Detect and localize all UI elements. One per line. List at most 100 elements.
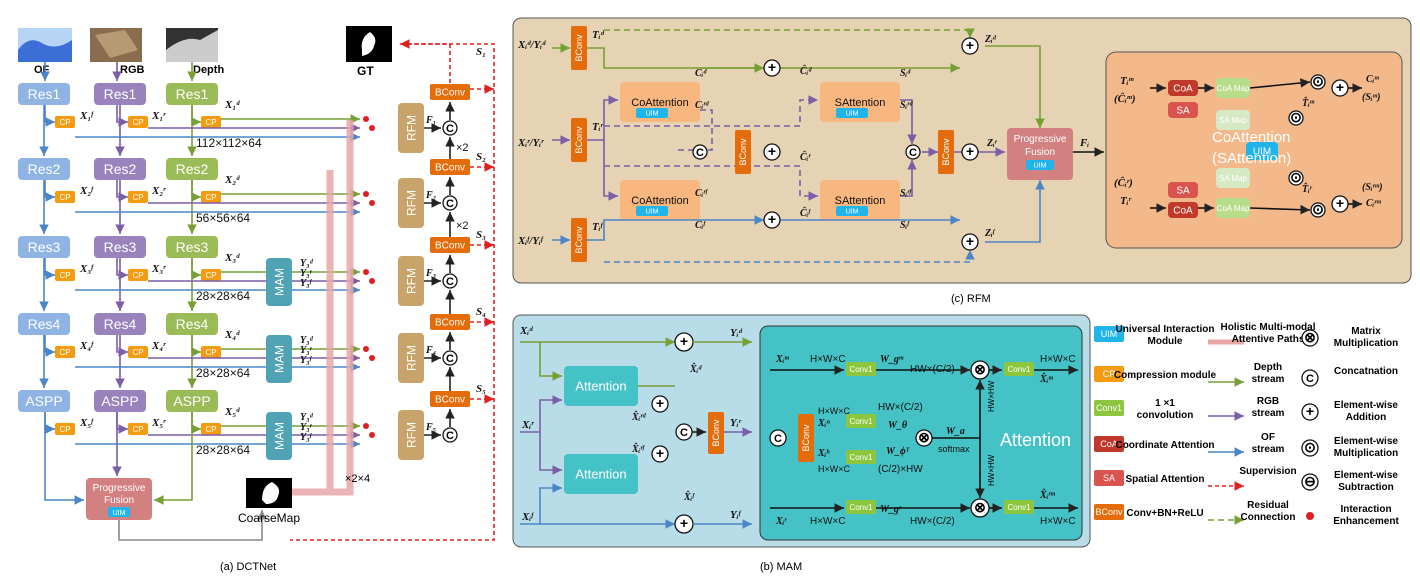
coarse-map-label: CoarseMap (238, 511, 300, 525)
f-4: F₄ (425, 345, 436, 356)
cp-d-1 (201, 116, 221, 128)
b-wgr: W_gʳ (880, 504, 902, 515)
legend-op-1-symbol: C (1306, 373, 1314, 385)
legend-op-text-5-2: Enhancement (1333, 516, 1399, 527)
b-r-up (520, 395, 562, 433)
bconv-5 (430, 391, 470, 407)
c-pf-1: Progressive (1014, 134, 1067, 145)
c-d-htr: T̂ᵢʳ (1302, 182, 1313, 195)
c-satt-bot-label: SAttention (835, 195, 886, 207)
cp-f-2 (55, 191, 75, 203)
x-d-3: X₃ᵈ (224, 252, 240, 264)
c-coatt-top-uim-label: UIM (646, 111, 659, 118)
b-matmul-2-symbol: ⊗ (974, 361, 986, 377)
c-satt-top-label: SAttention (835, 97, 886, 109)
cp-d-5-label: CP (205, 425, 216, 434)
c-concat-2-symbol: C (909, 147, 917, 159)
c-d-mul-2 (1288, 110, 1304, 126)
mam-3 (266, 412, 292, 460)
b-concat-symbol: C (680, 427, 688, 439)
enh-dot-1-1 (363, 191, 369, 197)
bconv-4 (430, 314, 470, 330)
res-of-1 (18, 83, 70, 105)
c-d-l7 (1249, 204, 1311, 215)
cp-f-1 (55, 116, 75, 128)
c-fi: Fᵢ (1079, 137, 1089, 149)
b-hwc-3: H×W×C (818, 406, 851, 416)
c-label-zr: Zᵢʳ (986, 138, 998, 149)
cp-branch-f-4 (44, 412, 55, 434)
cp-branch-d-3 (191, 335, 201, 357)
c-d-mul-3-symbol: ⊙ (1290, 169, 1302, 185)
res-rgb-1-label: Res1 (104, 86, 137, 102)
c-label-sf: Sᵢᶠ (900, 220, 910, 231)
y-d-4: Y₃ᵈ (300, 335, 314, 346)
res-rgb-3 (94, 236, 146, 258)
b-conv1-3 (846, 450, 876, 464)
c-r-dash-bot (604, 165, 818, 201)
times24-label: ×2×4 (345, 473, 370, 485)
cp-r-3 (128, 269, 148, 281)
legend-key-bconv-label: BConv (1095, 507, 1123, 517)
c-d-tr: Tᵢʳ (1120, 195, 1132, 207)
enh-dot-0-2 (369, 125, 375, 131)
cp-d-4 (201, 346, 221, 358)
bconv-1-label: BConv (435, 88, 465, 99)
c-concat-1-symbol: C (696, 147, 704, 159)
c-d-hcm: (Ĉᵢᵐ) (1114, 92, 1136, 105)
rfm-4 (398, 333, 424, 383)
x-r-4: X₄ʳ (151, 340, 166, 352)
c-coa-2 (1168, 202, 1198, 218)
legend-line-text-depth-1: Depth (1254, 362, 1282, 373)
b-conv1-4-label: Conv1 (849, 503, 873, 512)
res-depth-5-label: ASPP (173, 393, 210, 409)
cp-branch-f-2 (44, 258, 55, 280)
c-plus-f1-symbol: + (768, 211, 776, 227)
c-d-out (985, 45, 1045, 128)
cp-d-2-label: CP (205, 193, 216, 202)
legend-op-0 (1301, 329, 1319, 347)
c-sa-2-label: SA (1176, 186, 1190, 197)
c-label-cf: Cᵢᶠ (695, 220, 706, 231)
b-hwc-2: H×W×C (810, 516, 846, 527)
c-label-crd: Cᵢʳᵈ (695, 100, 709, 111)
legend-key-conv1 (1094, 400, 1124, 416)
caption-c: (c) RFM (951, 293, 991, 305)
cp-r-1 (128, 116, 148, 128)
c-in-f: Xᵢᶠ/Yᵢᶠ (517, 235, 544, 247)
b-d-att (539, 342, 562, 381)
c-label-cd: Cᵢᵈ (695, 68, 707, 79)
res-depth-2-label: Res2 (176, 161, 209, 177)
c-plus-zd (961, 37, 979, 55)
legend-line-text-res-1: Residual (1247, 500, 1289, 511)
y-r-5: Y₃ʳ (300, 422, 313, 433)
legend-key-bconv (1094, 504, 1124, 520)
c-label-hcr: Ĉᵢʳ (800, 150, 811, 163)
cp-r-4-label: CP (132, 348, 143, 357)
res-rgb-2-label: Res2 (104, 161, 137, 177)
legend-op-4 (1301, 473, 1319, 491)
c-satt-top-uim (836, 108, 868, 118)
legend-op-text-0-2: Multiplication (1334, 338, 1398, 349)
c-plus-mid-symbol: + (768, 143, 776, 159)
c-d-tm: Tᵢᵐ (1120, 75, 1135, 87)
res-depth-1 (166, 83, 218, 105)
b-attention-top-label: Attention (575, 379, 626, 394)
b-xir: Xᵢʳ (775, 516, 787, 527)
legend-text-cp-1: Compression module (1114, 370, 1217, 381)
a-progressive-fusion (86, 478, 152, 520)
c-coamap-1-label: CoA Map (1217, 84, 1250, 93)
coarse-map-shape (262, 482, 280, 504)
legend-op-4-symbol: ⊖ (1304, 473, 1316, 489)
of-to-pf (44, 412, 84, 505)
x-d-2: X₂ᵈ (224, 174, 240, 186)
a-pf-label-1: Progressive (93, 483, 146, 494)
concat-2 (442, 195, 458, 211)
b-conv1-6-label: Conv1 (1007, 503, 1031, 512)
cp-branch-r-1 (116, 180, 128, 202)
legend-key-coa-label: CoA (1100, 439, 1118, 449)
concat-1 (442, 120, 458, 136)
c-bconv-mid2 (938, 130, 954, 174)
